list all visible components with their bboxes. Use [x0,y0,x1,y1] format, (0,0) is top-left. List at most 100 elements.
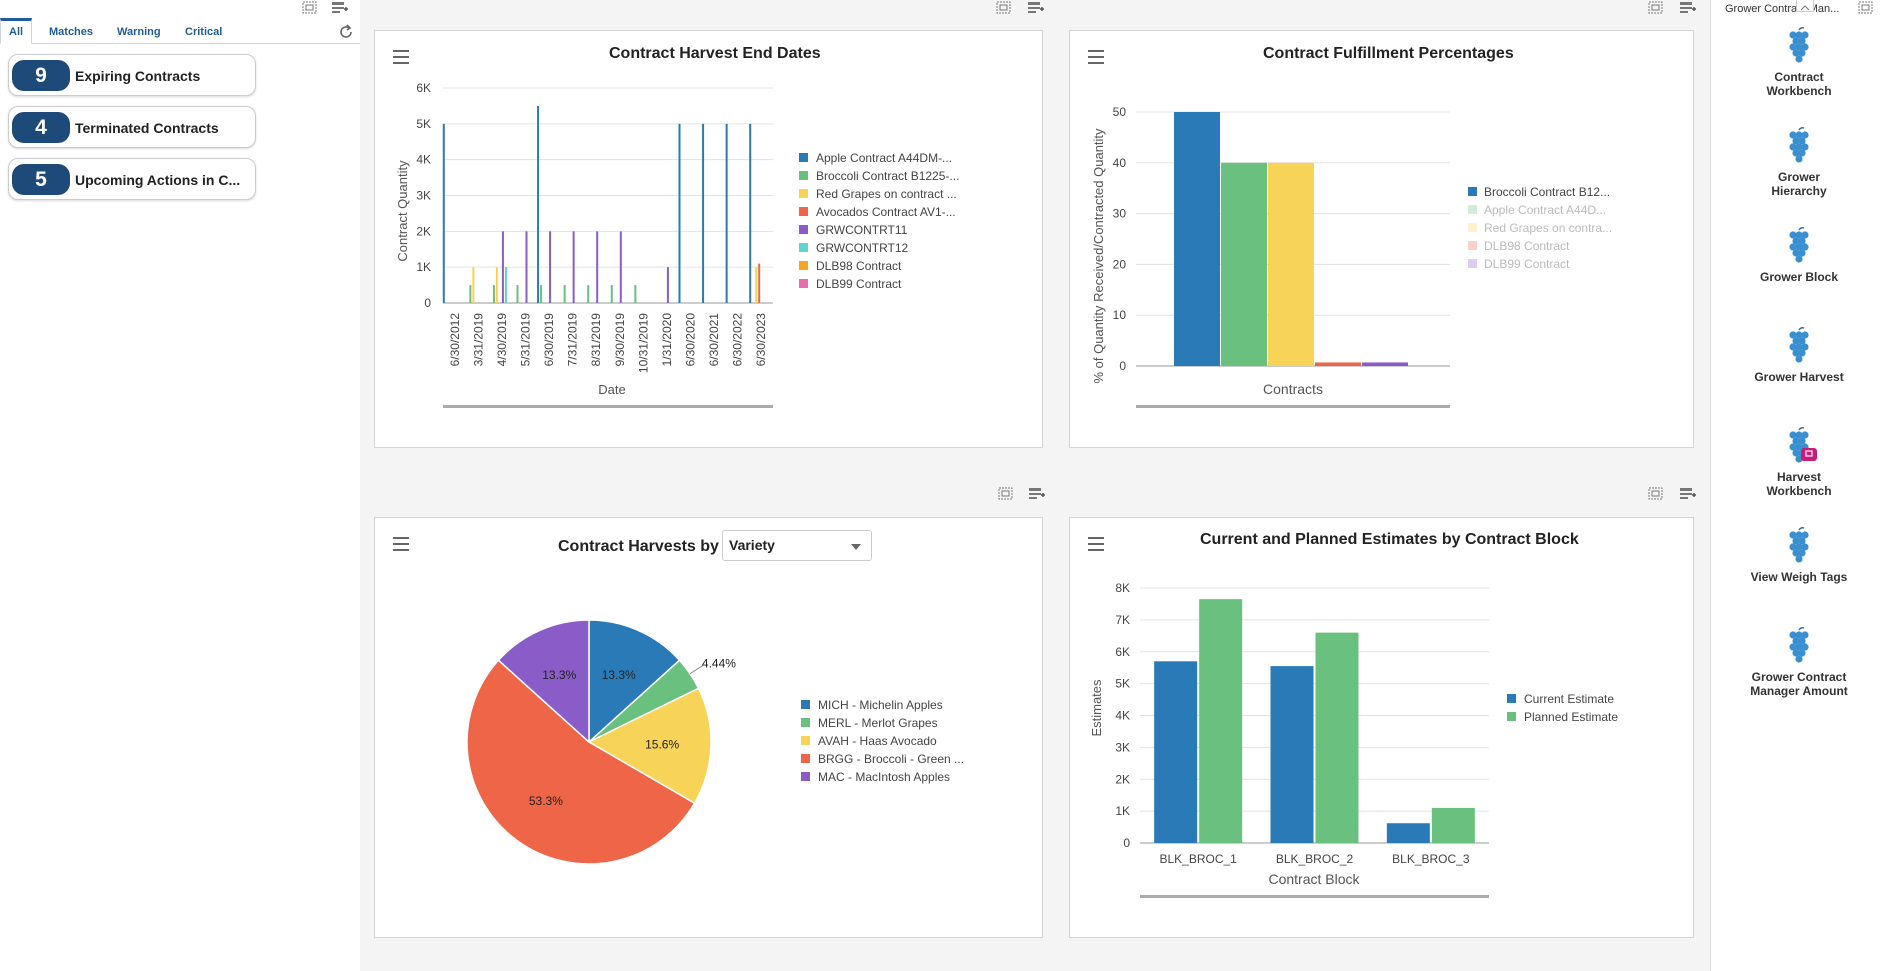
scrollbar[interactable] [1140,895,1489,898]
bar[interactable] [1174,112,1220,366]
maximize-icon[interactable] [1858,1,1874,15]
tab-critical[interactable]: Critical [185,26,223,38]
nav-grower-contract-manager-amount[interactable]: Grower Contract Manager Amount [1711,626,1886,698]
legend-entry[interactable]: GRWCONTRT11 [816,223,908,237]
bar[interactable] [442,123,445,303]
bar[interactable] [563,285,566,303]
nav-view-weigh-tags[interactable]: View Weigh Tags [1711,526,1886,584]
legend-entry[interactable]: MERL - Merlot Grapes [818,716,938,730]
pie-slice[interactable] [588,619,681,744]
legend-entry[interactable]: Current Estimate [1524,692,1614,706]
legend-entry[interactable]: Planned Estimate [1524,710,1618,724]
pie-slice[interactable] [466,659,696,865]
pie-slice[interactable] [587,687,712,805]
legend-entry[interactable]: MAC - MacIntosh Apples [818,770,950,784]
add-content-icon[interactable] [1028,487,1045,501]
legend-entry[interactable]: DLB98 Contract [1484,239,1570,253]
nav-grower-hierarchy[interactable]: Grower Hierarchy [1711,126,1886,198]
card-terminated-contracts[interactable]: 4 Terminated Contracts [8,106,256,148]
menu-icon[interactable] [393,537,409,551]
maximize-icon[interactable] [998,487,1014,501]
legend-entry[interactable]: Broccoli Contract B12... [1484,185,1610,199]
bar[interactable] [537,105,540,304]
maximize-icon[interactable] [1648,487,1664,501]
bar[interactable] [755,267,758,303]
bar[interactable] [725,123,728,303]
bar[interactable] [619,231,622,303]
bar[interactable] [634,285,637,303]
menu-icon[interactable] [1088,537,1104,551]
select-value: Variety [729,537,775,553]
maximize-icon[interactable] [996,1,1012,15]
maximize-icon[interactable] [302,1,318,15]
add-content-icon[interactable] [1679,1,1696,15]
legend-swatch [799,189,808,198]
legend-entry[interactable]: Broccoli Contract B1225-... [816,169,959,183]
maximize-icon[interactable] [1648,1,1664,15]
menu-icon[interactable] [393,50,409,64]
scrollbar[interactable] [443,405,773,408]
legend-entry[interactable]: AVAH - Haas Avocado [818,734,937,748]
bar[interactable] [549,231,552,303]
legend-entry[interactable]: DLB99 Contract [1484,257,1570,271]
add-content-icon[interactable] [331,1,348,15]
legend-entry[interactable]: MICH - Michelin Apples [818,698,943,712]
bar[interactable] [1154,661,1198,843]
legend-entry[interactable]: DLB99 Contract [816,277,902,291]
chart-harvests-by-variety: 13.3% 4.44% 15.6% 53.3% 13.3% MICH - Micheli… [466,619,964,865]
bar[interactable] [596,231,599,303]
bar[interactable] [1270,666,1314,843]
bar[interactable] [504,267,507,303]
legend-entry[interactable]: Apple Contract A44DM-... [816,151,952,165]
bar[interactable] [758,263,761,303]
legend-entry[interactable]: GRWCONTRT12 [816,241,909,255]
bar[interactable] [501,231,504,303]
card-upcoming-actions[interactable]: 5 Upcoming Actions in C... [8,158,256,200]
legend-entry[interactable]: Apple Contract A44D... [1484,203,1606,217]
pie-slice[interactable] [497,619,590,744]
bar[interactable] [1221,162,1267,366]
bar[interactable] [1315,362,1361,366]
bar[interactable] [472,267,475,303]
bar[interactable] [572,231,575,303]
bar[interactable] [1386,823,1430,843]
legend-entry[interactable]: Avocados Contract AV1-... [816,205,956,219]
bar[interactable] [1362,362,1408,366]
bar[interactable] [702,123,705,303]
scrollbar[interactable] [1136,405,1450,408]
bar[interactable] [1315,632,1359,843]
nav-harvest-workbench[interactable]: Harvest Workbench [1711,426,1886,498]
refresh-icon[interactable] [339,24,355,38]
card-expiring-contracts[interactable]: 9 Expiring Contracts [8,54,256,96]
bar[interactable] [610,285,613,303]
add-content-icon[interactable] [1027,1,1044,15]
bar[interactable] [749,123,752,303]
nav-contract-workbench[interactable]: Contract Workbench [1711,26,1886,98]
variety-select[interactable]: Variety [722,530,872,561]
card-label: Expiring Contracts [75,68,201,84]
bar[interactable] [1431,807,1475,843]
add-content-icon[interactable] [1679,487,1696,501]
nav-grower-harvest[interactable]: Grower Harvest [1711,326,1886,384]
nav-grower-block[interactable]: Grower Block [1711,226,1886,284]
legend-entry[interactable]: Red Grapes on contra... [1484,221,1612,235]
legend-entry[interactable]: Red Grapes on contract ... [816,187,957,201]
menu-icon[interactable] [1088,50,1104,64]
bar[interactable] [678,123,681,303]
bar[interactable] [540,285,543,303]
bar[interactable] [666,267,669,303]
bar[interactable] [492,285,495,303]
tab-matches[interactable]: Matches [49,26,94,38]
legend-entry[interactable]: DLB98 Contract [816,259,902,273]
bar[interactable] [587,285,590,303]
legend-entry[interactable]: BRGG - Broccoli - Green ... [818,752,964,766]
tab-all[interactable]: All [0,18,33,44]
bar[interactable] [495,267,498,303]
bar[interactable] [516,285,519,303]
tab-warning[interactable]: Warning [117,26,161,38]
bar[interactable] [525,231,528,303]
bar[interactable] [469,285,472,303]
bar[interactable] [1199,599,1243,843]
bar[interactable] [1268,162,1314,366]
collapse-icon[interactable] [1796,0,1814,12]
